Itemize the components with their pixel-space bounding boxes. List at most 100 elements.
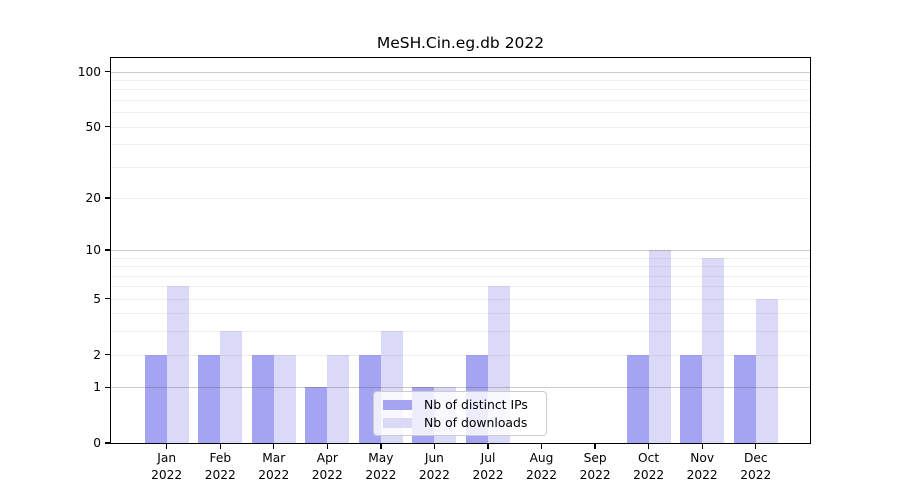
gridline [111,354,810,356]
bar-nb-of-downloads-nov [702,257,725,443]
gridline [111,79,810,81]
gridline [111,387,810,389]
x-tick-month: Jan [157,451,177,465]
y-axis-tick [105,197,111,199]
x-tick-year: 2022 [151,468,183,482]
x-tick-year: 2022 [686,468,718,482]
bar-nb-of-distinct-ips-mar [251,354,274,443]
y-axis-tick-label: 0 [93,436,101,450]
gridline [111,266,810,268]
x-axis-tick [326,443,328,449]
x-tick-year: 2022 [204,468,236,482]
x-axis-tick [380,443,382,449]
x-axis-tick-label: Jul 2022 [456,450,520,484]
x-axis-tick [594,443,596,449]
y-axis-tick [105,70,111,73]
legend-row: Nb of distinct IPs [383,397,537,412]
y-axis-tick-label: 5 [93,291,101,306]
legend-swatch [383,399,412,410]
gridline [111,313,810,315]
gridline [111,298,810,300]
bar-nb-of-downloads-mar [273,354,296,443]
x-tick-month: May [368,451,394,465]
bar-nb-of-downloads-apr [327,354,350,443]
y-axis-tick-label: 50 [85,119,101,134]
x-tick-year: 2022 [258,468,290,482]
chart-title: MeSH.Cin.eg.db 2022 [376,34,545,52]
gridline [111,71,810,73]
x-tick-year: 2022 [633,468,665,482]
x-tick-month: Mar [262,451,286,465]
legend-label: Nb of downloads [424,415,528,430]
bar-nb-of-downloads-jan [166,286,189,443]
gridline [111,126,810,128]
x-axis-tick-label: Dec 2022 [724,450,788,484]
x-tick-year: 2022 [740,468,772,482]
x-axis-tick-label: Feb 2022 [188,450,252,484]
bar-nb-of-distinct-ips-oct [626,354,649,443]
gridline [111,286,810,288]
x-axis-tick [540,443,543,449]
y-axis-tick-label: 100 [77,64,101,79]
x-axis-tick-label: Nov 2022 [670,450,734,484]
x-axis-tick [166,443,168,449]
y-axis-tick [105,386,111,388]
bar-nb-of-downloads-feb [220,331,243,443]
x-tick-month: Feb [209,451,232,465]
bar-nb-of-distinct-ips-feb [198,354,221,443]
x-axis-tick-label: Sep 2022 [563,450,627,484]
legend-label: Nb of distinct IPs [424,397,528,412]
gridline [111,89,810,91]
x-axis-tick-label: May 2022 [349,450,413,484]
x-axis-tick [487,443,489,449]
x-axis-tick [273,443,275,449]
y-axis-tick [105,442,111,444]
x-tick-month: Aug [529,451,554,465]
plot-area: Nb of distinct IPs Nb of downloads 0 1 2 5 10… [78,57,811,482]
bar-nb-of-distinct-ips-apr [305,387,328,443]
gridline [111,275,810,277]
y-axis-tick-label: 10 [85,243,101,257]
legend: Nb of distinct IPs Nb of downloads [373,391,547,436]
x-tick-year: 2022 [525,468,558,482]
y-axis-tick [105,125,111,128]
x-tick-month: Dec [744,451,768,465]
x-axis-tick [755,443,757,449]
x-axis-tick [647,443,650,449]
y-axis-tick-label: 20 [85,190,101,205]
x-tick-year: 2022 [418,468,450,482]
legend-swatch [383,417,412,428]
x-axis-tick-label: Jun 2022 [402,450,466,484]
gridline [111,197,810,199]
x-axis-tick-label: Mar 2022 [242,450,306,484]
y-axis-tick-label: 2 [93,347,101,362]
y-axis-tick [105,298,111,300]
y-axis-tick [105,249,111,251]
gridline [111,99,810,101]
x-axis-tick [433,443,436,449]
x-tick-year: 2022 [472,468,504,482]
bar-nb-of-distinct-ips-dec [733,354,756,443]
y-axis-tick-label: 1 [93,380,101,395]
x-axis-tick-label: Aug 2022 [510,450,574,484]
x-tick-month: Apr [316,451,338,465]
x-tick-year: 2022 [311,468,343,482]
x-tick-year: 2022 [365,468,397,482]
x-axis-tick-label: Oct 2022 [617,450,681,484]
gridline [111,144,810,146]
gridline [111,250,810,252]
x-axis-tick [219,443,221,449]
bar-nb-of-downloads-dec [755,298,778,443]
x-tick-month: Jun [424,451,444,465]
bar-nb-of-downloads-oct [648,250,671,443]
x-tick-month: Nov [690,451,715,465]
gridline [111,331,810,333]
x-tick-year: 2022 [579,468,611,482]
x-tick-month: Jul [480,451,496,465]
x-tick-month: Sep [583,451,607,465]
x-axis-tick-label: Jan 2022 [135,450,199,484]
y-axis-tick [105,353,111,356]
x-tick-month: Oct [638,451,660,465]
gridline [111,166,810,168]
